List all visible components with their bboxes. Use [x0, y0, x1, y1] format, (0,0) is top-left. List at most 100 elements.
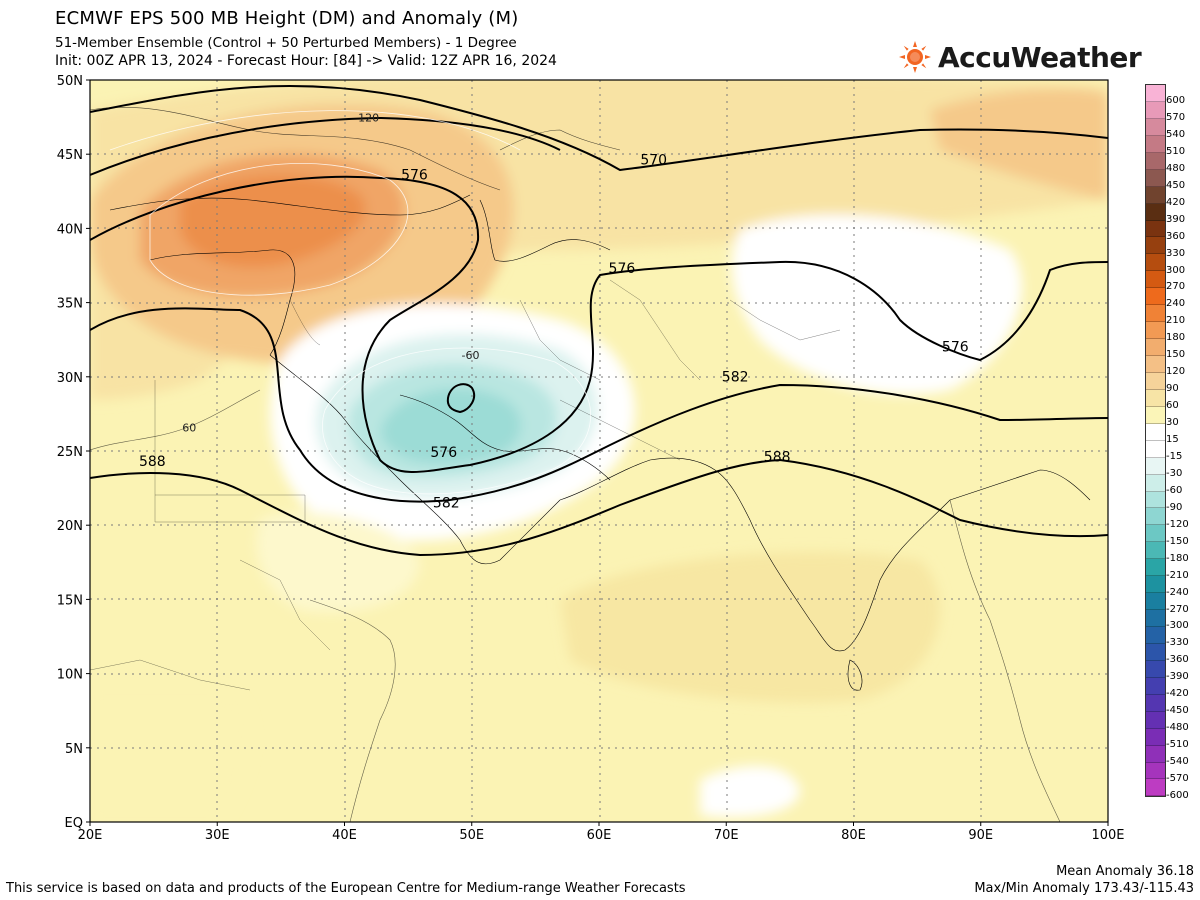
colorbar-level-label: -120	[1166, 518, 1189, 530]
accuweather-logo: AccuWeather	[898, 40, 1142, 74]
y-tick-label: EQ	[65, 816, 83, 831]
colorbar-level-label: -15	[1166, 450, 1183, 462]
colorbar-swatch	[1146, 762, 1165, 780]
colorbar-level-label: 270	[1166, 281, 1186, 293]
colorbar-swatch	[1146, 85, 1165, 102]
height-contour-label: 582	[433, 495, 460, 511]
colorbar-level-label: -60	[1166, 484, 1183, 496]
y-tick-label: 5N	[65, 742, 83, 757]
colorbar-swatch	[1146, 389, 1165, 407]
y-tick-label: 50N	[57, 74, 83, 89]
map-gridlines	[90, 80, 1108, 822]
colorbar-swatch	[1146, 152, 1165, 170]
colorbar-swatch	[1146, 288, 1165, 306]
height-contour-label: 588	[139, 454, 166, 470]
y-tick-label: 35N	[57, 297, 83, 312]
anomaly-label: -60	[461, 349, 479, 362]
y-tick-label: 45N	[57, 148, 83, 163]
ecmwf-disclaimer: This service is based on data and produc…	[6, 881, 686, 896]
chart-title: ECMWF EPS 500 MB Height (DM) and Anomaly…	[55, 8, 519, 29]
colorbar-swatch	[1146, 440, 1165, 458]
colorbar-level-label: -360	[1166, 654, 1189, 666]
maxmin-anomaly-text: Max/Min Anomaly 173.43/-115.43	[974, 881, 1194, 896]
latitude-axis: 50N 45N 40N 35N 30N 25N 20N 15N 10N 5N EQ	[57, 74, 90, 831]
colorbar-swatch	[1146, 406, 1165, 424]
colorbar-level-label: 240	[1166, 298, 1186, 310]
colorbar-swatch	[1146, 372, 1165, 390]
colorbar-swatch	[1146, 322, 1165, 340]
mean-anomaly-text: Mean Anomaly 36.18	[1056, 864, 1194, 879]
colorbar-swatch	[1146, 627, 1165, 644]
colorbar-swatch	[1146, 576, 1165, 594]
colorbar-level-label: 330	[1166, 247, 1186, 259]
colorbar-level-label: 60	[1166, 400, 1179, 412]
colorbar-swatch	[1146, 559, 1165, 577]
anomaly-label: 120	[358, 112, 379, 125]
colorbar-level-label: -270	[1166, 603, 1189, 615]
colorbar-level-label: -330	[1166, 637, 1189, 649]
colorbar-level-label: 480	[1166, 162, 1186, 174]
colorbar-swatch	[1146, 694, 1165, 712]
colorbar-level-label: -480	[1166, 722, 1189, 734]
height-contour-labels: 576 570 576 576 576 582 582 588 588	[139, 153, 969, 512]
colorbar-level-label: -510	[1166, 739, 1189, 751]
chart-subtitle-ensemble: 51-Member Ensemble (Control + 50 Perturb…	[55, 35, 517, 51]
colorbar-swatch	[1146, 237, 1165, 255]
x-tick-label: 30E	[205, 828, 230, 843]
contour-570-line	[90, 85, 1108, 172]
colorbar-swatch	[1146, 186, 1165, 204]
x-tick-label: 90E	[968, 828, 993, 843]
colorbar-level-label: -390	[1166, 671, 1189, 683]
colorbar-level-label: -240	[1166, 586, 1189, 598]
chart-subtitle-valid-time: Init: 00Z APR 13, 2024 - Forecast Hour: …	[55, 53, 557, 69]
contour-564-line	[90, 116, 561, 176]
colorbar-swatch	[1146, 491, 1165, 509]
anomaly-colorbar	[1145, 84, 1166, 798]
colorbar-swatch	[1146, 779, 1165, 797]
height-contour-label: 576	[609, 261, 636, 277]
colorbar-swatch	[1146, 643, 1165, 661]
anomaly-contours	[109, 110, 591, 495]
x-tick-label: 50E	[459, 828, 484, 843]
colorbar-swatch	[1146, 474, 1165, 492]
longitude-axis: 20E 30E 40E 50E 60E 70E 80E 90E 100E	[78, 822, 1125, 843]
colorbar-swatch	[1146, 423, 1165, 441]
colorbar-swatch	[1146, 745, 1165, 763]
colorbar-level-label: -180	[1166, 552, 1189, 564]
sun-icon	[899, 41, 931, 73]
colorbar-level-label: 600	[1166, 95, 1186, 106]
colorbar-level-label: -150	[1166, 535, 1189, 547]
colorbar-level-label: 30	[1166, 417, 1179, 429]
colorbar-swatch	[1146, 101, 1165, 119]
colorbar-level-label: 360	[1166, 230, 1186, 242]
contour-582-line	[90, 307, 1108, 503]
x-tick-label: 80E	[841, 828, 866, 843]
colorbar-swatch	[1146, 169, 1165, 187]
x-tick-label: 100E	[1091, 828, 1124, 843]
y-tick-label: 25N	[57, 445, 83, 460]
colorbar-swatch	[1146, 339, 1165, 356]
height-contour-label: 582	[722, 369, 749, 385]
y-tick-label: 15N	[57, 593, 83, 608]
colorbar-level-label: 390	[1166, 213, 1186, 225]
colorbar-level-label: 180	[1166, 332, 1186, 344]
colorbar-level-label: -30	[1166, 467, 1183, 479]
colorbar-swatch	[1146, 457, 1165, 475]
colorbar-level-label: 570	[1166, 111, 1186, 123]
colorbar-swatch	[1146, 660, 1165, 678]
colorbar-level-label: 300	[1166, 264, 1186, 276]
colorbar-level-label: -540	[1166, 756, 1189, 768]
colorbar-swatch	[1146, 135, 1165, 153]
colorbar-level-label: -450	[1166, 705, 1189, 717]
colorbar-level-label: 510	[1166, 145, 1186, 157]
y-tick-label: 10N	[57, 668, 83, 683]
colorbar-level-label: 420	[1166, 196, 1186, 208]
y-tick-label: 20N	[57, 519, 83, 534]
x-tick-label: 60E	[587, 828, 612, 843]
colorbar-level-label: 150	[1166, 349, 1186, 361]
height-contours	[90, 85, 1108, 557]
colorbar-swatch	[1146, 525, 1165, 543]
colorbar-swatch	[1146, 203, 1165, 221]
colorbar-level-label: -90	[1166, 501, 1183, 513]
height-contour-label: 570	[640, 153, 667, 169]
